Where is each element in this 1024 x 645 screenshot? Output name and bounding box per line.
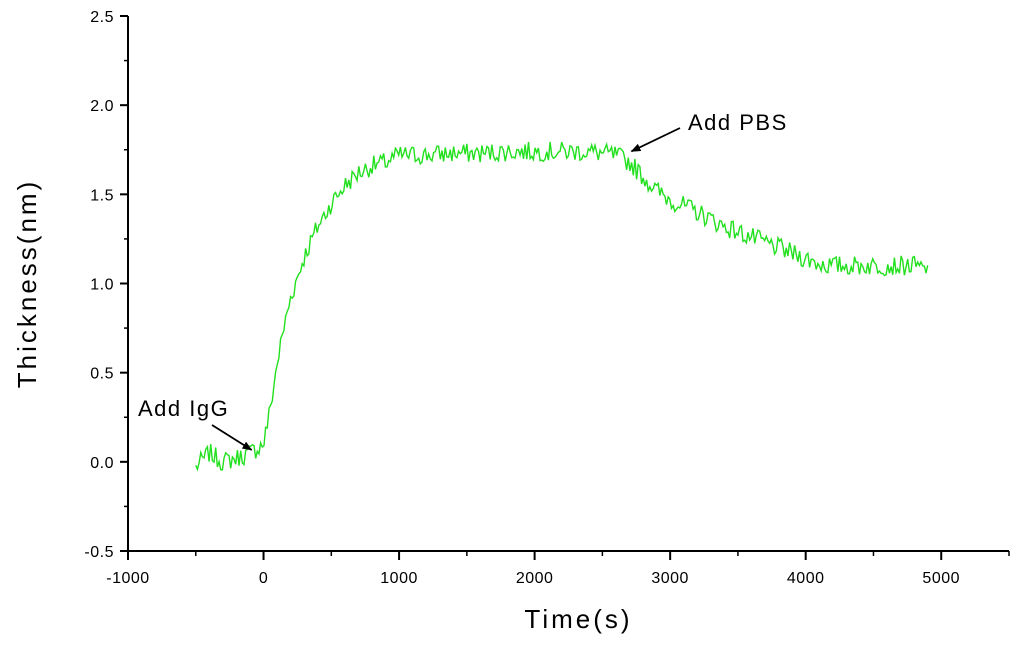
y-tick-label: 0.5	[90, 366, 114, 383]
y-tick-label: 2.0	[90, 98, 114, 115]
y-tick-label: 1.0	[90, 277, 114, 294]
y-tick-label: -0.5	[84, 544, 114, 561]
x-tick-label: -1000	[106, 570, 149, 587]
x-tick-label: 0	[259, 570, 268, 587]
annotations: Add IgG Add PBS	[138, 110, 788, 451]
annotation-add-pbs: Add PBS	[688, 110, 788, 135]
annotation-add-igg: Add IgG	[138, 396, 229, 421]
x-tick-label: 5000	[922, 570, 960, 587]
thickness-series-line	[195, 141, 929, 472]
x-tick-label: 3000	[651, 570, 689, 587]
x-axis: -1000 0 1000 2000 3000 4000 5000	[106, 550, 1010, 587]
x-tick-label: 2000	[516, 570, 554, 587]
y-tick-label: 1.5	[90, 187, 114, 204]
x-axis-title: Time(s)	[524, 604, 632, 634]
x-tick-label: 4000	[787, 570, 825, 587]
annotation-arrow-pbs	[630, 127, 681, 153]
y-axis: -0.5 0.0 0.5 1.0 1.5 2.0 2.5	[84, 9, 129, 561]
annotation-arrow-igg	[211, 424, 253, 451]
y-tick-label: 0.0	[90, 455, 114, 472]
x-tick-label: 1000	[380, 570, 418, 587]
y-tick-label: 2.5	[90, 9, 114, 26]
y-axis-title: Thickness(nm)	[12, 179, 42, 388]
